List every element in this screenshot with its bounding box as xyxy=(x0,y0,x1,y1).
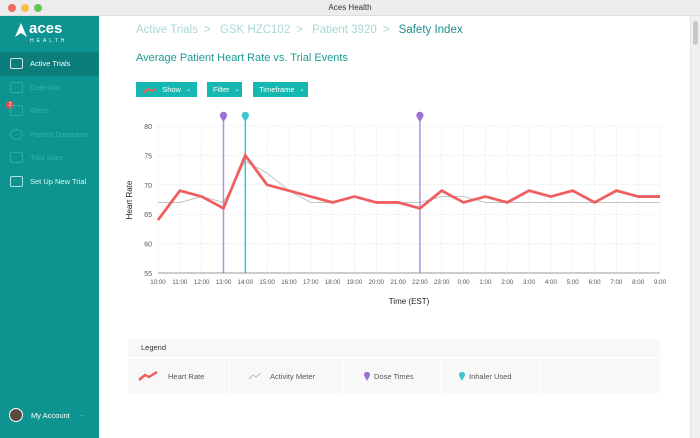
legend-title: Legend xyxy=(128,339,660,357)
sidebar-item-alerts[interactable]: 2 Alerts xyxy=(0,99,99,123)
breadcrumb-item[interactable]: Patient 3920 xyxy=(312,24,377,36)
x-tick-label: 4:00 xyxy=(545,279,558,286)
y-tick-label: 75 xyxy=(144,153,152,160)
pin-icon xyxy=(364,371,370,381)
network-icon xyxy=(10,58,23,70)
chevron-down-icon: ⌄ xyxy=(185,87,191,93)
chevron-down-icon: ⌄ xyxy=(299,87,305,93)
x-tick-label: 15:00 xyxy=(259,279,275,286)
x-tick-label: 13:00 xyxy=(216,279,232,286)
heart-rate-line-icon xyxy=(142,86,157,94)
x-tick-label: 21:00 xyxy=(390,279,406,286)
x-tick-label: 1:00 xyxy=(479,279,492,286)
sidebar-item-calendar[interactable]: Calendar xyxy=(0,76,99,100)
x-tick-label: 14:00 xyxy=(238,279,254,286)
alert-badge: 2 xyxy=(6,101,14,109)
y-tick-label: 55 xyxy=(144,271,152,278)
logo-icon xyxy=(15,23,27,37)
window-title: Aces Health xyxy=(328,3,372,12)
breadcrumb-current: Safety Index xyxy=(398,24,463,36)
y-tick-label: 80 xyxy=(144,124,152,131)
x-tick-label: 3:00 xyxy=(523,279,536,286)
alert-icon xyxy=(10,105,23,117)
heart-rate-line xyxy=(156,152,660,221)
arrow-right-icon: → xyxy=(77,411,85,419)
timeframe-dropdown[interactable]: Timeframe ⌄ xyxy=(253,82,308,97)
x-tick-label: 11:00 xyxy=(172,279,188,286)
logo: aces HEALTH xyxy=(15,21,67,48)
x-tick-label: 22:00 xyxy=(412,279,428,286)
calendar-icon xyxy=(10,81,23,93)
x-tick-label: 19:00 xyxy=(347,279,363,286)
box-icon xyxy=(10,152,23,164)
show-dropdown[interactable]: Show ⌄ xyxy=(136,82,197,97)
minimize-window-button[interactable] xyxy=(21,4,29,12)
x-axis-label: Time (EST) xyxy=(389,297,430,306)
scrollbar-thumb[interactable] xyxy=(693,21,698,45)
activity-line-icon xyxy=(248,372,262,380)
x-tick-label: 7:00 xyxy=(610,279,623,286)
x-tick-label: 18:00 xyxy=(325,279,341,286)
chart-title: Average Patient Heart Rate vs. Trial Eve… xyxy=(136,52,348,64)
person-icon xyxy=(10,128,23,140)
heart-rate-line-icon xyxy=(138,371,158,381)
pin-icon xyxy=(416,111,424,122)
y-axis-label: Heart Rate xyxy=(125,180,134,219)
breadcrumb: Active Trials > GSK HZC102 > Patient 3920 >… xyxy=(136,24,463,36)
x-tick-label: 20:00 xyxy=(369,279,385,286)
pin-icon xyxy=(459,371,465,381)
x-tick-label: 8:00 xyxy=(632,279,645,286)
x-tick-label: 10:00 xyxy=(150,279,166,286)
x-tick-label: 0:00 xyxy=(458,279,471,286)
pin-icon xyxy=(241,111,249,122)
close-window-button[interactable] xyxy=(8,4,16,12)
x-tick-label: 23:00 xyxy=(434,279,450,286)
sidebar-item-set-up-new-trial[interactable]: Set Up New Trial xyxy=(0,170,99,194)
x-tick-label: 5:00 xyxy=(567,279,580,286)
x-tick-label: 16:00 xyxy=(281,279,297,286)
scrollbar[interactable] xyxy=(690,16,700,438)
avatar xyxy=(9,408,23,422)
legend-item-heart-rate: Heart Rate xyxy=(128,359,229,393)
x-tick-label: 17:00 xyxy=(303,279,319,286)
chevron-down-icon: ⌄ xyxy=(234,87,240,93)
filter-dropdown[interactable]: Filter ⌄ xyxy=(207,82,242,97)
x-tick-label: 12:00 xyxy=(194,279,210,286)
y-tick-label: 60 xyxy=(144,242,152,249)
legend-item-inhaler-used: Inhaler Used xyxy=(441,359,539,393)
x-tick-label: 6:00 xyxy=(588,279,601,286)
sidebar-item-active-trials[interactable]: Active Trials xyxy=(0,52,99,76)
my-account-link[interactable]: My Account → xyxy=(9,408,85,422)
window-titlebar: Aces Health xyxy=(0,0,700,16)
sidebar-item-trial-sites[interactable]: Trial Sites xyxy=(0,146,99,170)
legend: Legend Heart Rate Activity Meter Dose Ti… xyxy=(128,339,660,393)
x-tick-label: 9:00 xyxy=(654,279,667,286)
activity-meter-line xyxy=(158,160,660,204)
map-icon xyxy=(10,175,23,187)
pin-icon xyxy=(219,111,228,122)
breadcrumb-item[interactable]: GSK HZC102 xyxy=(219,24,291,36)
sidebar: aces HEALTH Active Trials Calendar 2 Alert… xyxy=(0,16,99,438)
y-tick-label: 70 xyxy=(144,183,152,190)
legend-item-dose-times: Dose Times xyxy=(344,359,440,393)
x-tick-label: 2:00 xyxy=(501,279,514,286)
sidebar-item-patient-database[interactable]: Patient Database xyxy=(0,123,99,147)
y-tick-label: 65 xyxy=(144,212,152,219)
legend-item-activity-meter: Activity Meter xyxy=(230,359,343,393)
breadcrumb-item[interactable]: Active Trials xyxy=(136,24,198,36)
maximize-window-button[interactable] xyxy=(34,4,42,12)
